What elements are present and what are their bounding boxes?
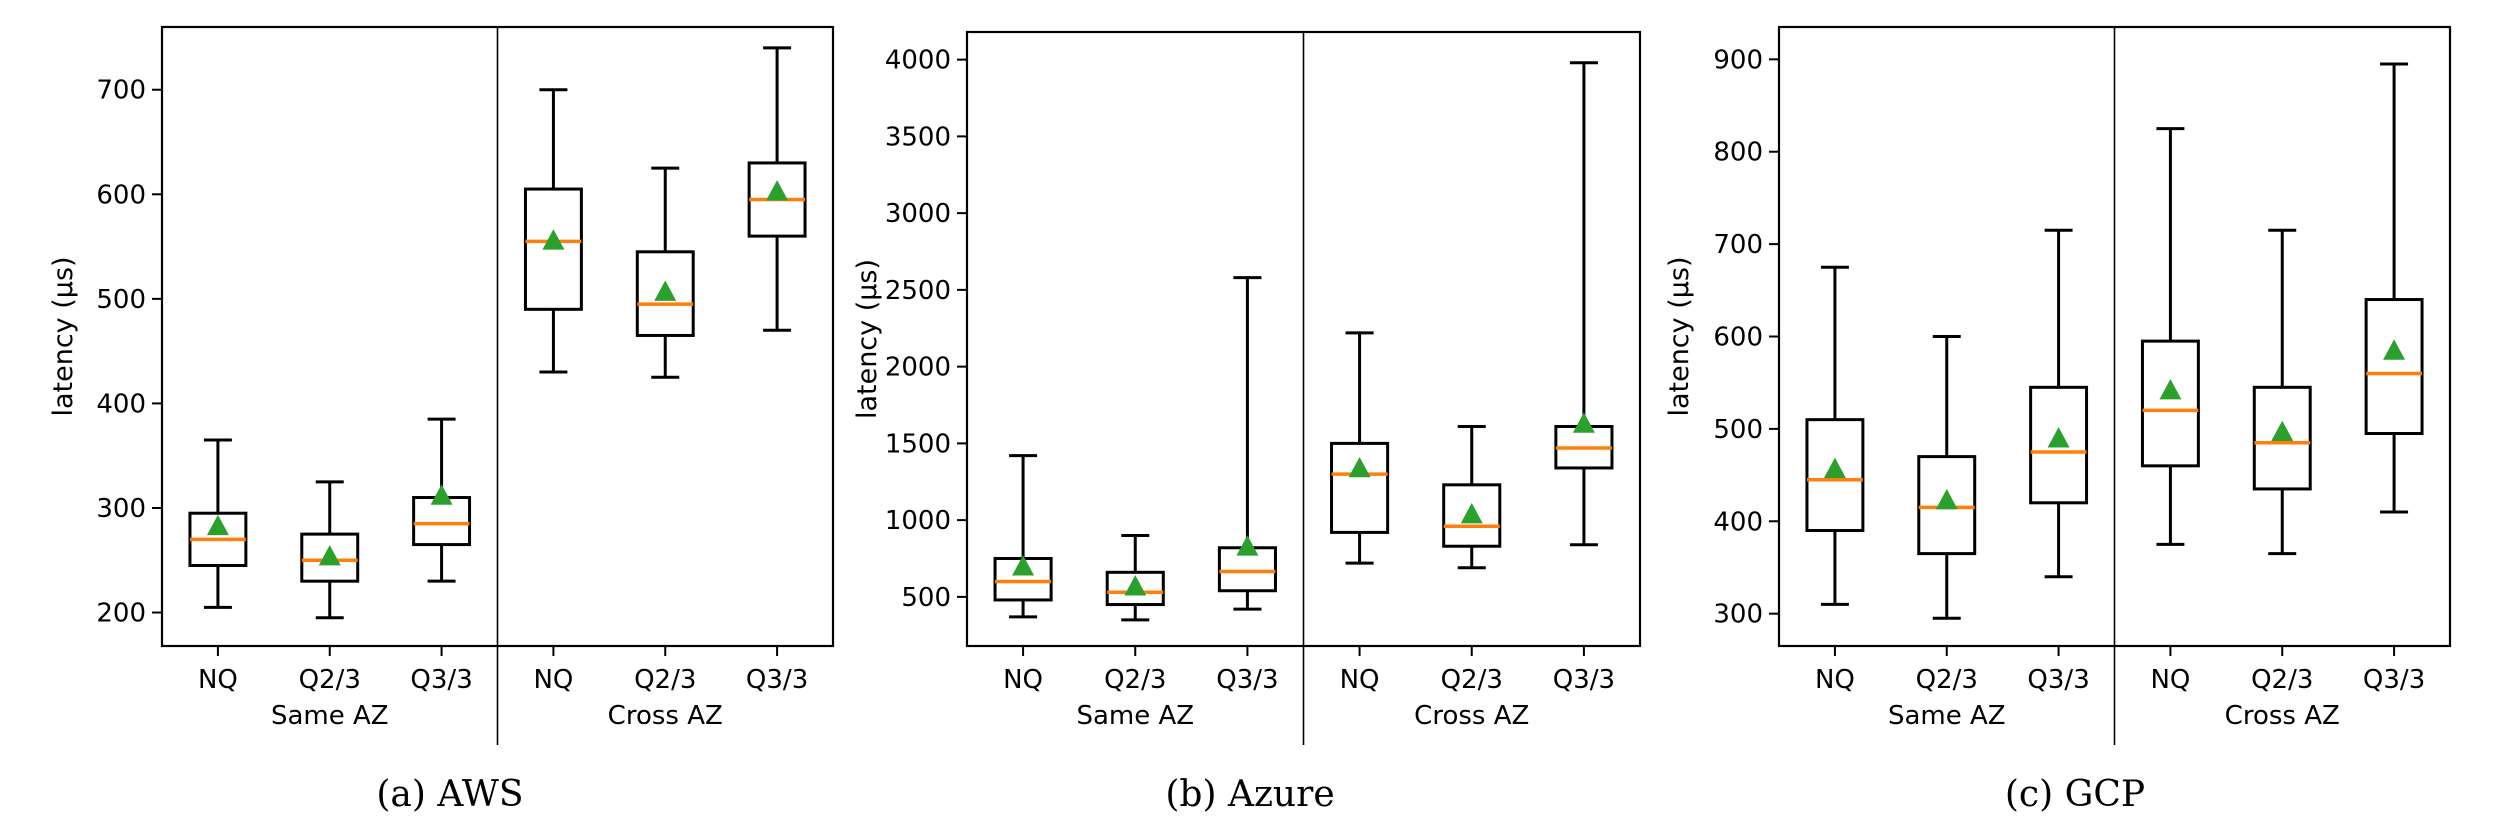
- mean-marker: [2047, 427, 2070, 448]
- x-tick-label: Q3/3: [1216, 665, 1278, 695]
- mean-marker: [2271, 420, 2294, 442]
- x-tick-label: Q3/3: [1553, 665, 1615, 695]
- x-tick-label: Q2/3: [1104, 665, 1166, 695]
- y-tick-label: 1500: [885, 429, 951, 459]
- mean-marker: [1348, 456, 1371, 478]
- box-3: [2140, 127, 2200, 546]
- box-body: [2140, 339, 2200, 468]
- x-tick-label: NQ: [198, 665, 238, 695]
- mean-marker: [206, 514, 229, 536]
- mean-marker: [654, 280, 677, 301]
- x-tick-label: Q2/3: [1916, 665, 1978, 695]
- box-1: [300, 480, 360, 620]
- box-4: [1442, 424, 1502, 570]
- x-tick-label: Q3/3: [2363, 665, 2425, 695]
- y-tick-label: 3500: [885, 122, 951, 152]
- mean-marker: [1124, 575, 1147, 596]
- x-tick-label: NQ: [533, 665, 573, 695]
- group-label: Cross AZ: [1414, 701, 1529, 731]
- box-body: [2029, 385, 2089, 505]
- box-5: [747, 46, 807, 332]
- box-body: [1917, 455, 1977, 556]
- mean-marker: [2383, 339, 2406, 360]
- box-0: [993, 454, 1053, 619]
- box-1: [1105, 533, 1165, 622]
- box-body: [1330, 441, 1390, 534]
- mean-marker: [430, 484, 453, 505]
- y-axis-label: latency (µs): [852, 259, 883, 419]
- box-5: [1554, 61, 1614, 547]
- group-label: Same AZ: [1888, 701, 2006, 731]
- y-tick-label: 500: [901, 583, 951, 613]
- box-2: [2029, 228, 2089, 579]
- y-tick-label: 300: [1713, 600, 1763, 630]
- mean-marker: [2159, 379, 2182, 400]
- x-tick-label: Q2/3: [2251, 665, 2313, 695]
- y-axis-label: latency (µs): [1664, 256, 1695, 416]
- x-tick-label: Q3/3: [410, 665, 472, 695]
- box-1: [1917, 335, 1977, 620]
- box-4: [2252, 228, 2312, 556]
- x-tick-label: Q3/3: [746, 665, 808, 695]
- mean-marker: [542, 229, 565, 250]
- y-tick-label: 600: [96, 180, 146, 210]
- y-tick-label: 700: [1713, 230, 1763, 260]
- y-tick-label: 800: [1713, 138, 1763, 168]
- panel-aws: 200 300 400 500 600 700 latency (µs) NQ Q2/3 Q3/3…: [48, 25, 835, 815]
- box-5: [2364, 62, 2424, 514]
- y-tick-label: 2000: [885, 353, 951, 383]
- mean-marker: [1236, 535, 1259, 556]
- y-tick-label: 300: [96, 494, 146, 524]
- box-3: [523, 88, 583, 374]
- x-tick-label: NQ: [1340, 665, 1380, 695]
- box-body: [2364, 298, 2424, 436]
- mean-marker: [1572, 412, 1595, 433]
- figure-caption: (a) AWS: [376, 774, 523, 815]
- x-tick-label: NQ: [1003, 665, 1043, 695]
- y-tick-label: 900: [1713, 45, 1763, 75]
- y-tick-label: 3000: [885, 199, 951, 229]
- mean-marker: [766, 180, 789, 201]
- x-tick-label: Q2/3: [1441, 665, 1503, 695]
- mean-marker: [1460, 502, 1483, 524]
- y-tick-label: 1000: [885, 506, 951, 536]
- panel-azure: 500 1000 1500 2000 2500 3000 3500 4000 latency (…: [852, 30, 1642, 815]
- figure-caption: (b) Azure: [1165, 774, 1334, 815]
- y-tick-label: 400: [96, 389, 146, 419]
- y-tick-label: 500: [96, 285, 146, 315]
- box-2: [412, 417, 472, 583]
- group-label: Same AZ: [271, 701, 389, 731]
- mean-marker: [318, 545, 341, 566]
- box-2: [1217, 276, 1277, 611]
- mean-marker: [1935, 489, 1958, 510]
- y-tick-label: 200: [96, 599, 146, 629]
- box-4: [635, 166, 695, 379]
- box-0: [1805, 265, 1865, 606]
- y-tick-label: 4000: [885, 46, 951, 76]
- box-0: [188, 438, 248, 609]
- y-tick-label: 400: [1713, 507, 1763, 537]
- group-label: Cross AZ: [608, 701, 723, 731]
- x-tick-label: Q3/3: [2027, 665, 2089, 695]
- group-label: Same AZ: [1076, 701, 1194, 731]
- mean-marker: [1823, 457, 1846, 478]
- mean-marker: [1012, 555, 1035, 576]
- x-tick-label: NQ: [2150, 665, 2190, 695]
- box-3: [1330, 331, 1390, 565]
- y-axis-label: latency (µs): [48, 256, 79, 416]
- x-tick-label: Q2/3: [299, 665, 361, 695]
- x-tick-label: NQ: [1815, 665, 1855, 695]
- y-tick-label: 500: [1713, 415, 1763, 445]
- y-tick-label: 600: [1713, 323, 1763, 353]
- group-label: Cross AZ: [2225, 701, 2340, 731]
- figure-caption: (c) GCP: [2005, 774, 2145, 815]
- x-tick-label: Q2/3: [634, 665, 696, 695]
- panel-gcp: 300 400 500 600 700 800 900 latency (µs) NQ Q2/3 Q…: [1664, 25, 2452, 815]
- y-tick-label: 2500: [885, 276, 951, 306]
- y-tick-label: 700: [96, 76, 146, 106]
